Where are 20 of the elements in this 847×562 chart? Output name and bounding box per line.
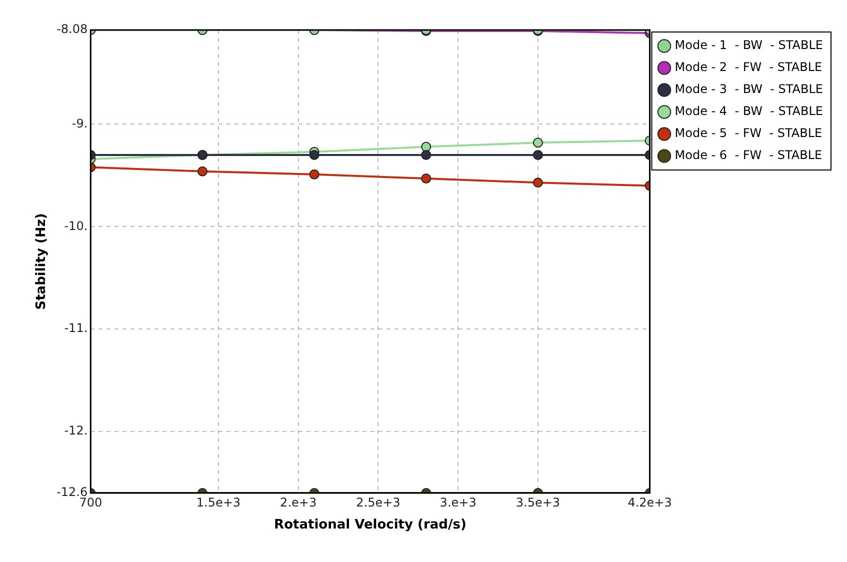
x-tick-label: 4.2e+3 [628,495,672,510]
y-tick-label: -11. [64,321,88,336]
legend-label: Mode - 6 - FW - STABLE [674,148,822,162]
x-tick-label: 3.5e+3 [516,495,560,510]
y-tick-label: -10. [64,218,88,233]
legend-label: Mode - 1 - BW - STABLE [674,38,824,52]
legend-label: Mode - 3 - BW - STABLE [674,82,824,96]
y-tick-label: -8.08 [56,22,88,36]
y-tick-label: -12. [64,424,88,438]
x-tick-label: 3.e+3 [440,495,476,510]
x-tick-label: 2.5e+3 [356,495,400,510]
legend-label: Mode - 5 - FW - STABLE [674,126,822,140]
x-axis-title: Rotational Velocity (rad/s) [274,518,466,533]
x-tick-label: 700 [79,495,102,510]
x-tick-label: 1.5e+3 [196,495,241,510]
legend-label: Mode - 2 - FW - STABLE [674,60,822,74]
y-axis-title: Stability (Hz) [34,213,50,310]
legend-label: Mode - 4 - BW - STABLE [674,104,824,118]
x-tick-label: 2.e+3 [280,495,317,510]
y-tick-label: -9. [72,116,88,130]
